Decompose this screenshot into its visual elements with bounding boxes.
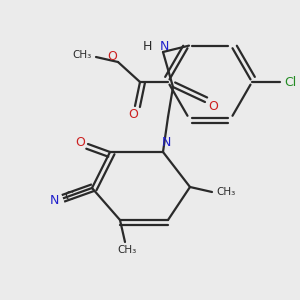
Text: CH₃: CH₃	[216, 187, 236, 197]
Text: N: N	[159, 40, 169, 53]
Text: N: N	[49, 194, 59, 206]
Text: O: O	[128, 107, 138, 121]
Text: O: O	[107, 50, 117, 62]
Text: Cl: Cl	[284, 76, 296, 88]
Text: N: N	[161, 136, 171, 148]
Text: O: O	[208, 100, 218, 112]
Text: O: O	[75, 136, 85, 148]
Text: H: H	[142, 40, 152, 53]
Text: C: C	[64, 190, 74, 202]
Text: CH₃: CH₃	[117, 245, 136, 255]
Text: CH₃: CH₃	[72, 50, 92, 60]
